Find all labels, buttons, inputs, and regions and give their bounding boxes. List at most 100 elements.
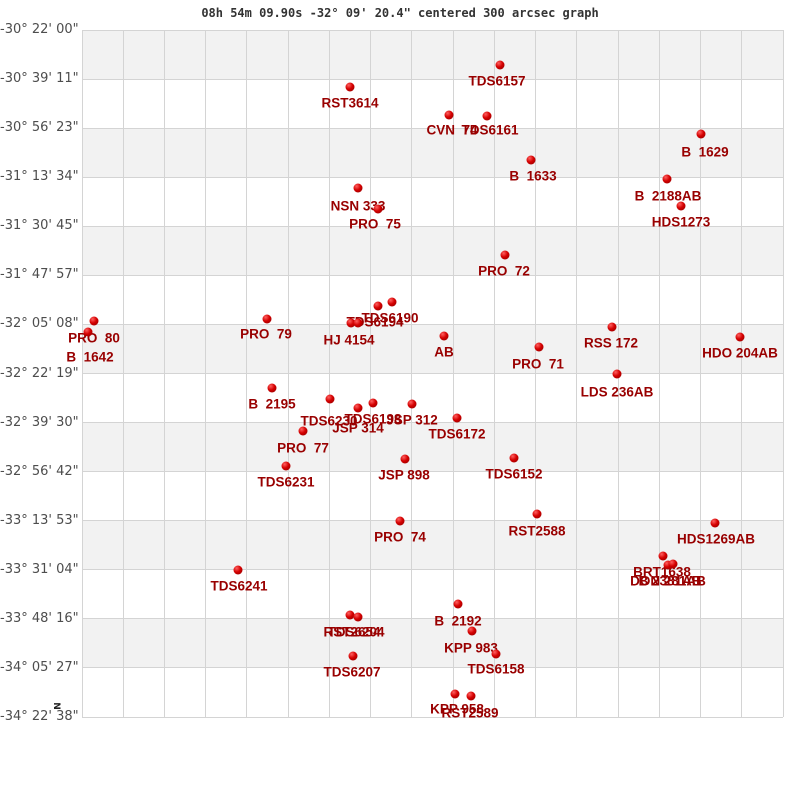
star-point: [348, 651, 358, 661]
y-tick-label: -33° 13' 53": [0, 512, 79, 528]
star-label: HDS1269AB: [676, 531, 756, 547]
h-gridline: [82, 176, 783, 178]
star-point: [345, 82, 355, 92]
star-label: RSS 172: [583, 335, 639, 351]
star-point: [353, 183, 363, 193]
h-gridline: [82, 422, 783, 424]
star-label: BRT1638: [633, 564, 691, 580]
star-label: PRO 80: [68, 330, 120, 346]
star-label: RST2589: [441, 705, 499, 721]
h-gridline: [82, 323, 783, 325]
star-point: [663, 560, 673, 570]
star-point: [450, 689, 460, 699]
h-gridline: [82, 225, 783, 227]
y-tick-label: -32° 05' 08": [0, 316, 79, 332]
star-point: [696, 129, 706, 139]
star-point: [534, 342, 544, 352]
star-label: CVN 74: [426, 122, 478, 138]
v-gridline: [81, 30, 83, 717]
star-point: [509, 453, 519, 463]
star-point: [281, 461, 291, 471]
star-point: [662, 174, 672, 184]
star-label: PRO 77: [277, 440, 329, 456]
star-point: [353, 403, 363, 413]
h-gridline: [82, 127, 783, 129]
chart-title: 08h 54m 09.90s -32° 09' 20.4" centered 3…: [201, 6, 599, 20]
v-gridline: [782, 30, 784, 717]
star-point: [262, 314, 272, 324]
star-point: [373, 301, 383, 311]
star-point: [353, 318, 363, 328]
star-label: JSP 312: [386, 412, 438, 428]
y-tick-label: -31° 30' 45": [0, 218, 79, 234]
star-label: B 2381AB: [638, 573, 702, 589]
h-gridline: [82, 373, 783, 374]
star-label: PRO 72: [478, 263, 530, 279]
h-gridline: [82, 618, 783, 620]
star-point: [607, 322, 617, 332]
star-point: [345, 610, 355, 620]
star-point: [267, 383, 277, 393]
y-tick-label: -32° 39' 30": [0, 414, 79, 430]
star-point: [346, 318, 356, 328]
h-gridline: [82, 274, 783, 276]
star-label: JSP 898: [378, 467, 430, 483]
star-label: TDS6198: [344, 411, 402, 427]
star-point: [612, 369, 622, 379]
star-point: [89, 316, 99, 326]
star-point: [466, 691, 476, 701]
v-gridline: [700, 30, 702, 717]
star-label: HDO 204AB: [702, 345, 778, 361]
grid-band: [82, 324, 783, 374]
h-gridline: [82, 520, 783, 522]
h-gridline: [82, 29, 783, 31]
star-point: [395, 516, 405, 526]
v-gridline: [370, 30, 372, 717]
star-point: [710, 518, 720, 528]
star-point: [83, 327, 93, 337]
y-tick-label: -31° 47' 57": [0, 267, 79, 283]
star-point: [482, 111, 492, 121]
star-point: [373, 204, 383, 214]
v-gridline: [452, 30, 454, 717]
star-point: [387, 297, 397, 307]
y-tick-label: -30° 39' 11": [0, 71, 79, 87]
v-gridline: [163, 30, 165, 717]
star-label: HDS1273: [651, 214, 711, 230]
v-gridline: [205, 30, 207, 717]
grid-band: [82, 618, 783, 668]
star-point: [658, 551, 668, 561]
star-label: PRO 71: [512, 356, 564, 372]
star-point: [532, 509, 542, 519]
h-gridline: [82, 569, 783, 571]
star-label: KPP 958: [430, 701, 484, 717]
star-label: TDS6152: [485, 466, 543, 482]
star-label: B 2192: [434, 613, 482, 629]
star-label: LDS 236AB: [580, 384, 654, 400]
v-gridline: [246, 30, 248, 717]
star-label: PRO 74: [374, 529, 426, 545]
star-point: [452, 413, 462, 423]
h-gridline: [82, 471, 783, 473]
star-point: [325, 394, 335, 404]
star-label: B 1642: [66, 349, 114, 365]
star-point: [233, 565, 243, 575]
star-point: [353, 612, 363, 622]
y-tick-label: -33° 48' 16": [0, 610, 79, 626]
grid-band: [82, 422, 783, 472]
y-tick-label: -30° 56' 23": [0, 120, 79, 136]
y-tick-label: -32° 56' 42": [0, 463, 79, 479]
star-label: RST2654: [323, 624, 381, 640]
star-label: TDS6230: [300, 413, 358, 429]
star-label: TDS6158: [467, 661, 525, 677]
star-point: [735, 332, 745, 342]
h-gridline: [82, 78, 783, 80]
star-label: TDS6172: [428, 426, 486, 442]
star-point: [368, 398, 378, 408]
grid-band: [82, 128, 783, 178]
star-point: [467, 626, 477, 636]
star-point: [400, 454, 410, 464]
v-gridline: [287, 30, 289, 717]
v-gridline: [658, 30, 660, 717]
